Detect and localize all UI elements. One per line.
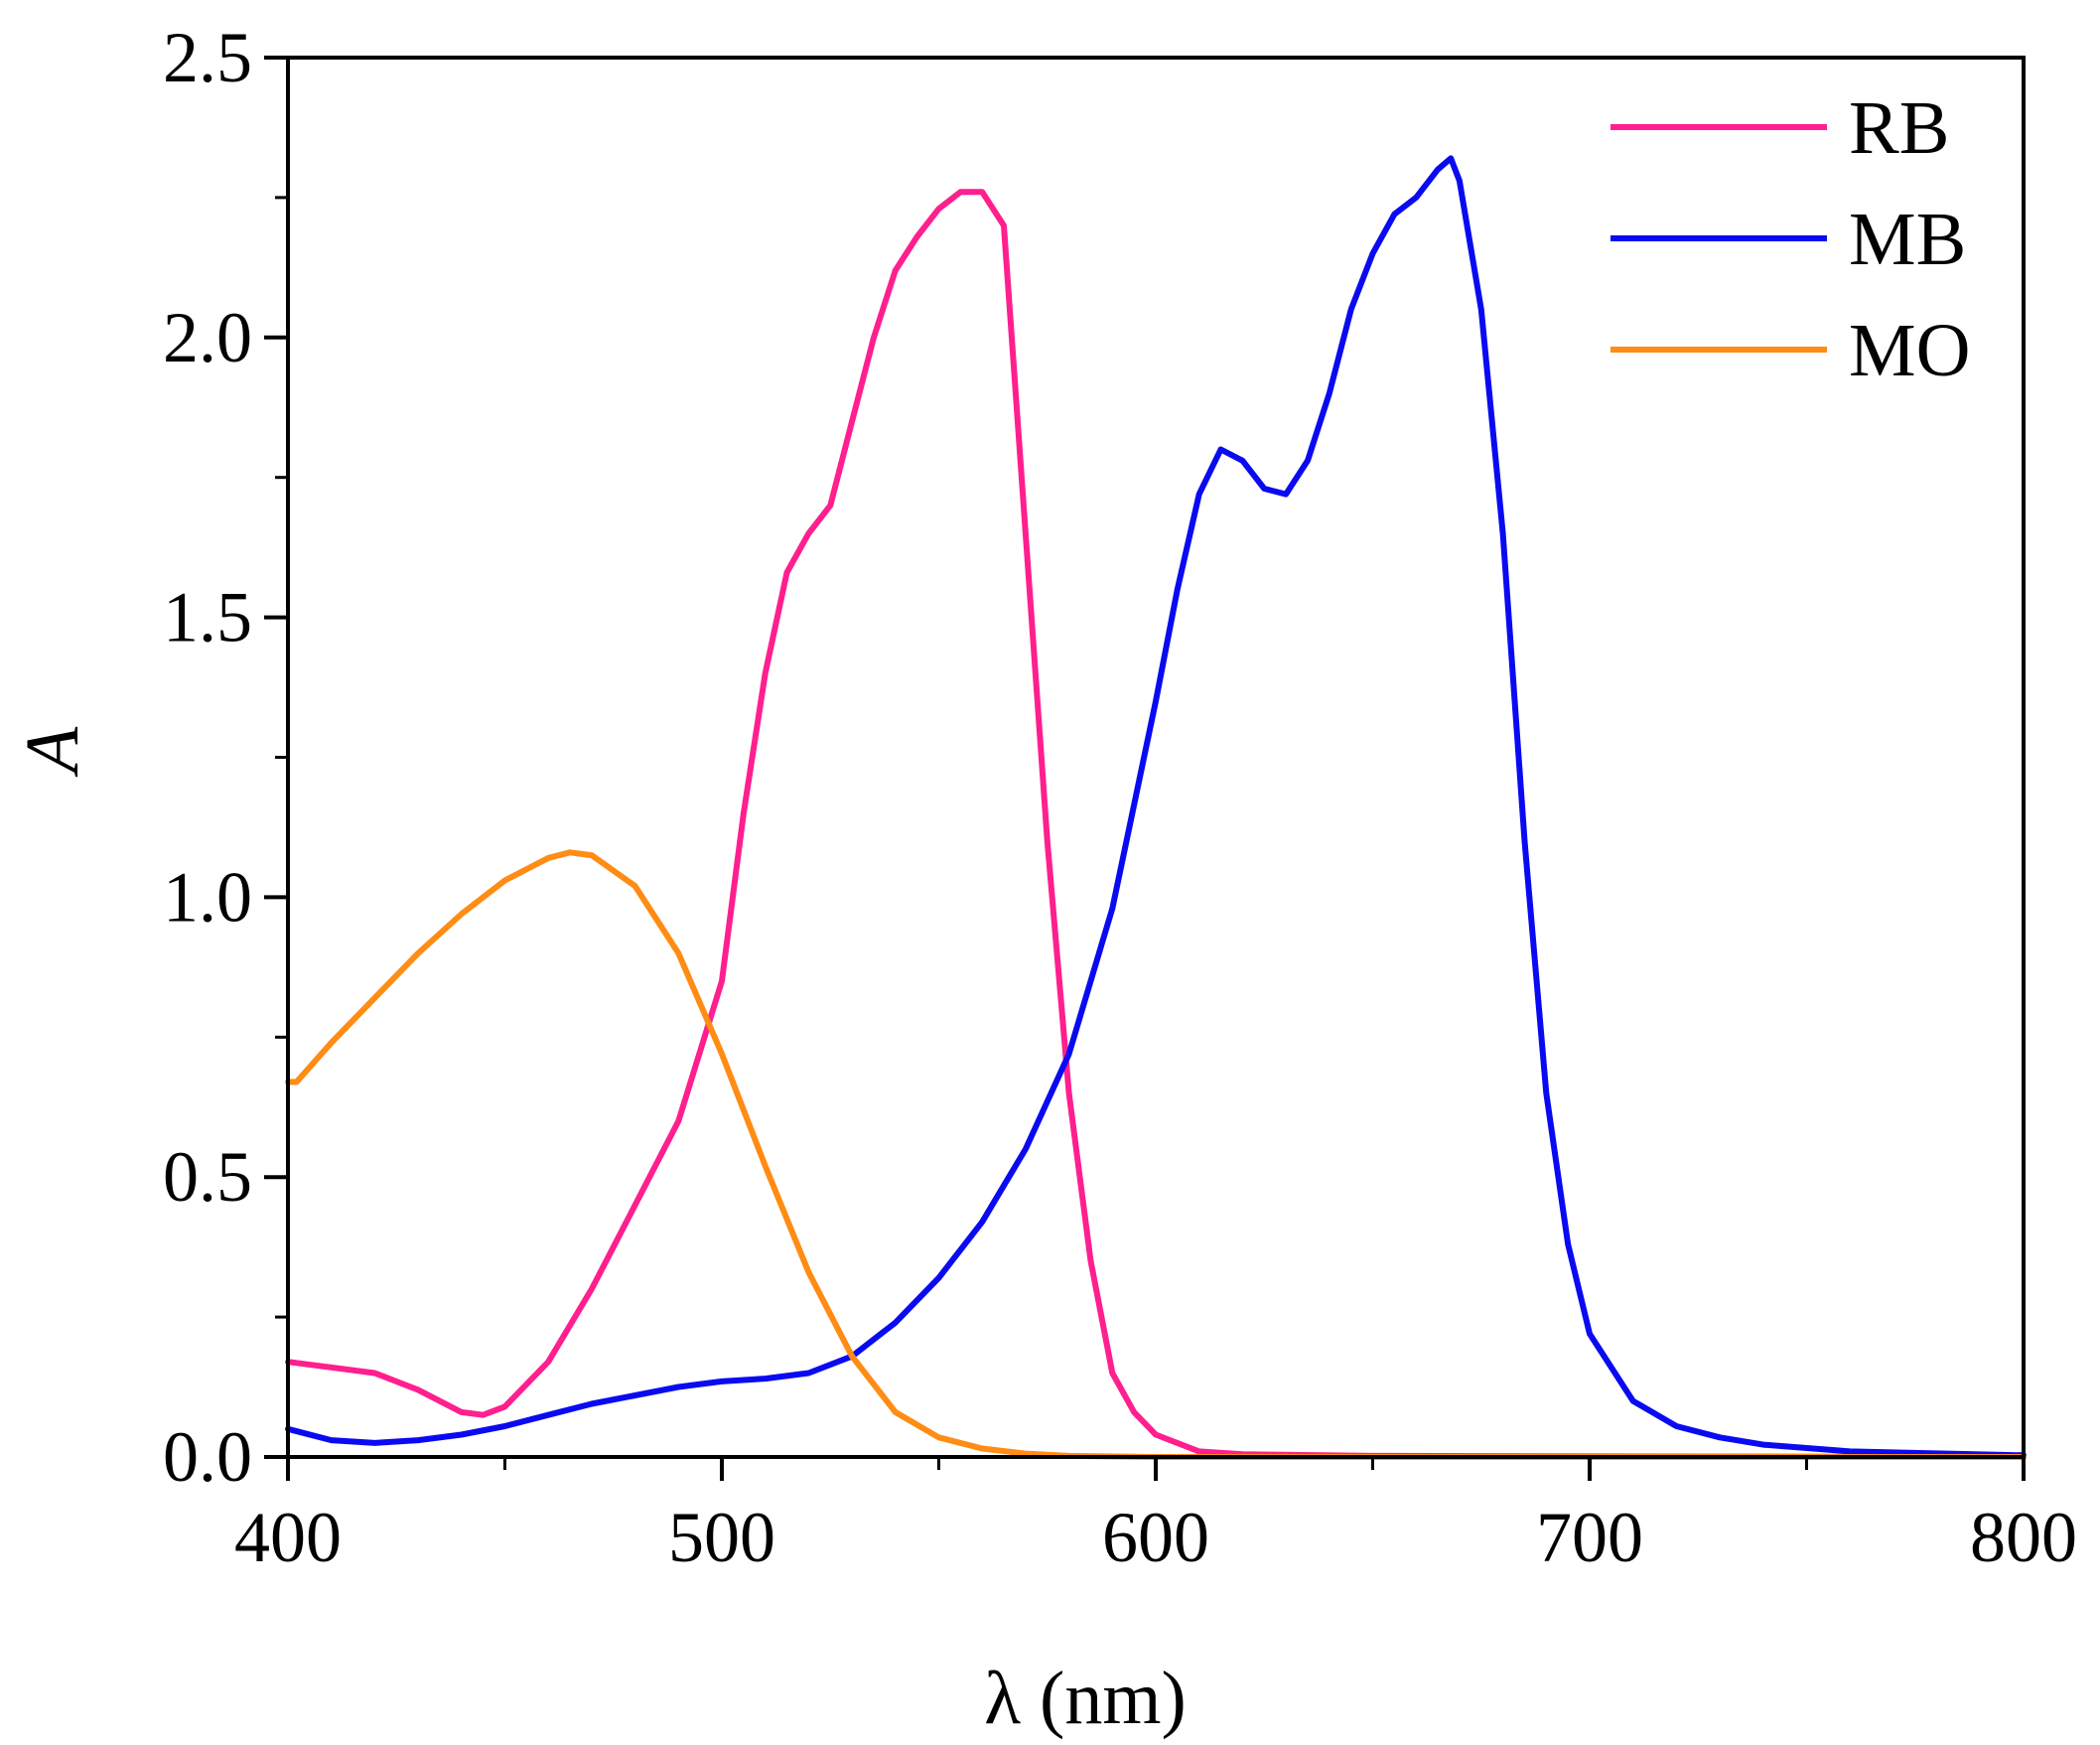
- x-tick-label: 700: [1536, 1498, 1643, 1577]
- y-tick-label: 0.0: [163, 1417, 252, 1497]
- series-layer: [285, 155, 2027, 1460]
- axes-layer: 400 500 600 700 800 0.0 0.5 1.0 1.5 2.0 2.5: [163, 18, 2077, 1577]
- y-tick-label: 1.5: [163, 578, 252, 657]
- x-axis-title: λ (nm): [984, 1657, 1187, 1740]
- x-tick-label: 800: [1970, 1498, 2077, 1577]
- legend-layer: RB MB MO: [1610, 86, 1970, 392]
- y-axis-title: A: [11, 726, 94, 778]
- x-tick-label: 600: [1102, 1498, 1209, 1577]
- y-tick-label: 0.5: [163, 1137, 252, 1217]
- legend-label-mo: MO: [1849, 309, 1970, 392]
- legend-label-rb: RB: [1849, 86, 1949, 170]
- y-tick-label: 2.5: [163, 18, 252, 97]
- series-line-mo: [285, 849, 2027, 1460]
- y-tick-label: 1.0: [163, 857, 252, 937]
- legend-label-mb: MB: [1849, 198, 1966, 281]
- series-line-mb: [285, 155, 2027, 1459]
- x-tick-label: 500: [668, 1498, 775, 1577]
- series-line-rb: [285, 189, 2027, 1460]
- y-tick-label: 2.0: [163, 298, 252, 377]
- x-tick-label: 400: [234, 1498, 342, 1577]
